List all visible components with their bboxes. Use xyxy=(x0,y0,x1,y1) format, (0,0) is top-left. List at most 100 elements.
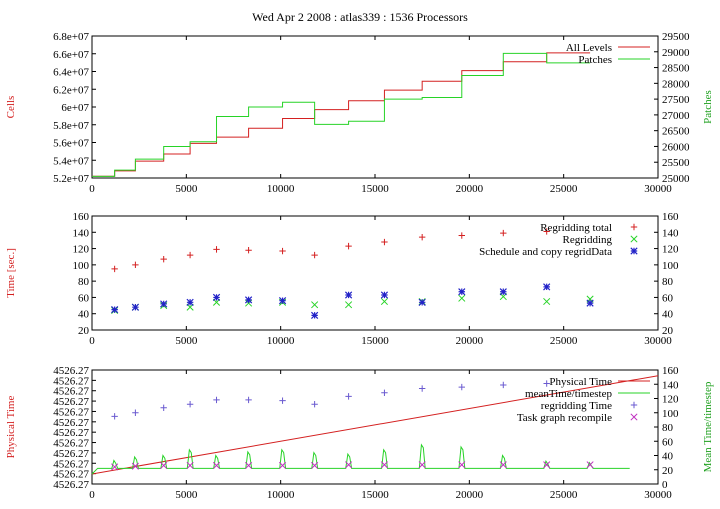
y2-tick-label: 20 xyxy=(662,465,674,477)
y2-axis-label: Patches xyxy=(702,90,714,124)
y2-tick-label: 0 xyxy=(662,479,668,491)
data-point-2-13 xyxy=(543,380,550,387)
data-point-0-2 xyxy=(160,255,167,263)
y2-tick-label: 140 xyxy=(662,379,679,391)
x-tick-label: 5000 xyxy=(175,183,198,195)
data-point-0-10 xyxy=(418,233,426,241)
data-point-0-3 xyxy=(186,251,194,259)
y-tick-label: 5.8e+07 xyxy=(53,120,89,132)
data-point-2-12 xyxy=(500,381,507,389)
legend-label-1-1: Regridding xyxy=(563,234,613,246)
y-axis-label: Physical Time xyxy=(5,396,17,459)
y2-tick-label: 25000 xyxy=(662,173,690,185)
y-tick-label: 140 xyxy=(73,227,90,239)
y2-tick-label: 20 xyxy=(662,325,674,337)
data-point-2-14 xyxy=(586,299,594,307)
data-point-2-0 xyxy=(111,306,119,314)
data-point-0-11 xyxy=(458,232,465,239)
x-tick-label: 0 xyxy=(89,335,95,347)
y-tick-label: 20 xyxy=(78,325,90,337)
data-point-2-10 xyxy=(418,385,426,392)
x-tick-label: 25000 xyxy=(550,489,578,501)
data-point-2-8 xyxy=(344,291,353,299)
x-tick-label: 30000 xyxy=(644,335,672,347)
y2-tick-label: 60 xyxy=(662,436,674,448)
legend-label-0-0: All Levels xyxy=(566,42,612,54)
plot-layer: 0 5000 10000 15000 20000 25000 300005.2e+075.4… xyxy=(5,31,714,501)
legend-swatch-1-0 xyxy=(630,223,638,231)
y-tick-label: 4526.27 xyxy=(53,406,89,418)
y-tick-label: 60 xyxy=(78,292,90,304)
data-point-2-9 xyxy=(380,291,389,299)
data-point-2-3 xyxy=(186,401,194,408)
data-point-2-5 xyxy=(244,296,253,304)
data-point-2-8 xyxy=(345,393,352,400)
data-point-2-4 xyxy=(213,396,220,404)
x-tick-label: 5000 xyxy=(175,335,198,347)
data-point-3-0 xyxy=(111,463,119,471)
y-tick-label: 6.2e+07 xyxy=(53,84,89,96)
data-point-1-13 xyxy=(543,297,551,306)
y-tick-label: 4526.27 xyxy=(53,479,89,491)
legend-label-2-3: Task graph recompile xyxy=(517,412,612,424)
data-point-3-14 xyxy=(586,461,594,469)
y-tick-label: 100 xyxy=(73,260,90,272)
y2-tick-label: 100 xyxy=(662,260,679,272)
y-tick-label: 6e+07 xyxy=(61,102,89,114)
data-point-1-5 xyxy=(245,299,253,307)
y-tick-label: 4526.27 xyxy=(53,386,89,398)
legend-label-2-2: regridding Time xyxy=(541,400,612,412)
y-tick-label: 4526.27 xyxy=(53,448,89,460)
series-line-mean-time xyxy=(91,443,630,475)
figure-title: Wed Apr 2 2008 : atlas339 : 1536 Process… xyxy=(252,10,468,24)
y-tick-label: 80 xyxy=(78,276,90,288)
data-point-3-11 xyxy=(458,461,466,469)
data-point-0-12 xyxy=(500,229,507,237)
x-tick-label: 15000 xyxy=(361,183,389,195)
data-point-3-9 xyxy=(380,461,388,469)
data-point-1-9 xyxy=(380,297,388,306)
plot-frame-0 xyxy=(91,35,659,179)
y-tick-label: 4526.27 xyxy=(53,469,89,481)
data-point-2-11 xyxy=(458,383,465,391)
y-tick-label: 5.4e+07 xyxy=(53,155,89,167)
y2-tick-label: 120 xyxy=(662,394,679,406)
y2-tick-label: 80 xyxy=(662,422,674,434)
data-point-0-5 xyxy=(245,247,252,254)
data-point-2-4 xyxy=(212,293,221,302)
y2-tick-label: 40 xyxy=(662,309,674,321)
legend-label-0-1: Patches xyxy=(578,54,612,66)
data-point-0-1 xyxy=(132,261,139,269)
y-tick-label: 6.8e+07 xyxy=(53,31,89,43)
y-tick-label: 120 xyxy=(73,244,90,256)
data-point-2-2 xyxy=(160,300,168,308)
data-point-2-3 xyxy=(186,298,194,306)
y2-tick-label: 160 xyxy=(662,211,679,223)
data-point-2-5 xyxy=(245,396,252,404)
y2-tick-label: 160 xyxy=(662,365,679,377)
y-axis-label: Time [sec.] xyxy=(5,248,17,298)
data-point-2-12 xyxy=(499,288,507,296)
y2-tick-label: 60 xyxy=(662,292,674,304)
y-tick-label: 4526.27 xyxy=(53,365,89,377)
y-tick-label: 4526.27 xyxy=(53,438,89,450)
legend-swatch-1-2 xyxy=(630,247,638,255)
data-point-3-10 xyxy=(418,461,426,469)
data-point-0-8 xyxy=(345,242,352,250)
data-point-2-7 xyxy=(311,401,318,408)
x-tick-label: 0 xyxy=(89,489,95,501)
data-point-2-6 xyxy=(278,297,287,305)
y2-tick-label: 29500 xyxy=(662,31,690,43)
data-point-3-6 xyxy=(278,461,287,470)
data-point-3-12 xyxy=(499,461,507,469)
data-point-3-3 xyxy=(186,461,194,470)
y-tick-label: 4526.27 xyxy=(53,427,89,439)
data-point-3-1 xyxy=(131,462,139,470)
data-point-2-1 xyxy=(132,409,139,416)
data-point-1-7 xyxy=(311,301,319,309)
legend-swatch-2-2 xyxy=(630,401,638,409)
y2-tick-label: 25500 xyxy=(662,157,690,169)
y2-tick-label: 28000 xyxy=(662,78,690,90)
legend-label-2-1: meanTime/timestep xyxy=(525,388,612,400)
x-tick-label: 20000 xyxy=(456,335,484,347)
